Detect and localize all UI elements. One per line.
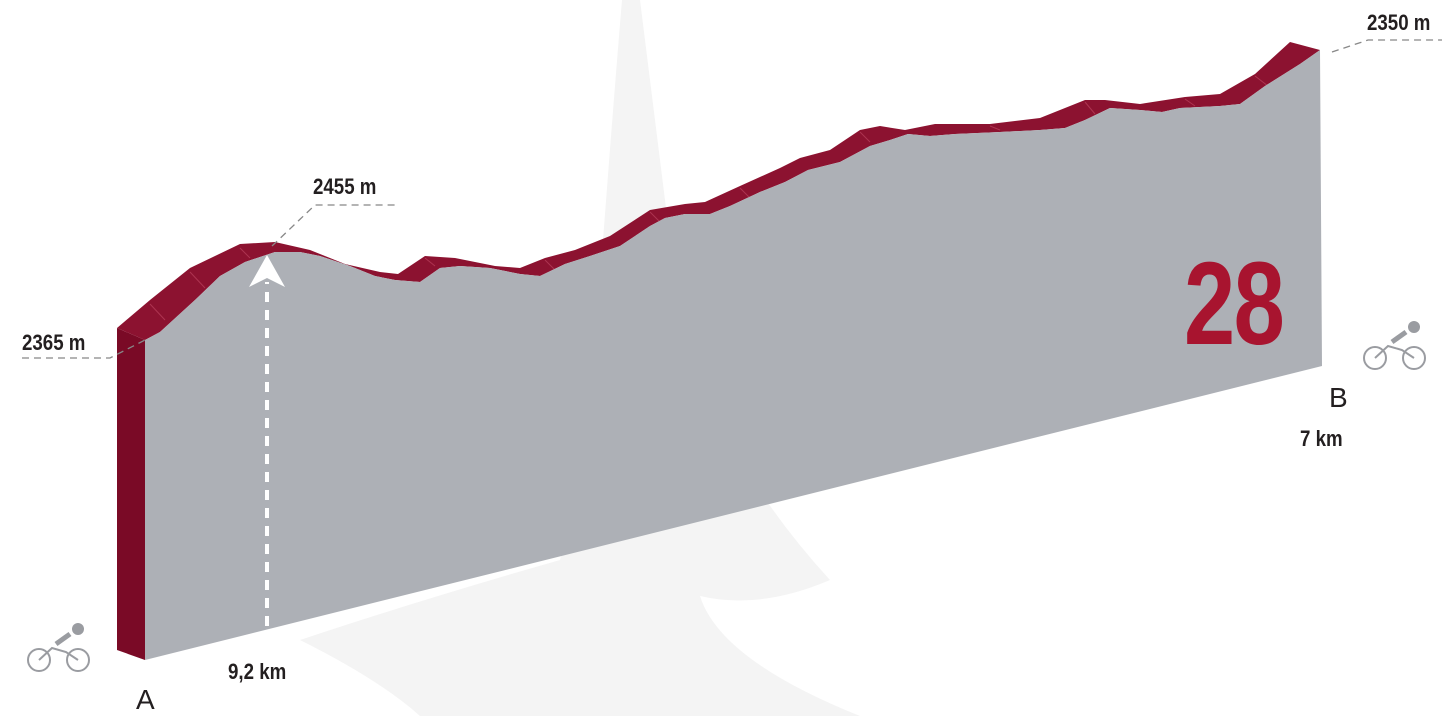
watermark-shape bbox=[300, 0, 860, 716]
profile-wall bbox=[145, 50, 1322, 660]
summit-distance-arrow bbox=[249, 255, 285, 626]
start-altitude-label: 2365 m bbox=[22, 330, 86, 355]
end-point-label: B bbox=[1329, 382, 1348, 413]
summit-arrow-head bbox=[249, 255, 285, 287]
leader-lines bbox=[22, 39, 1442, 359]
end-altitude-leader bbox=[1331, 39, 1442, 53]
start-altitude-leader bbox=[22, 339, 146, 359]
summit-distance-label: 9,2 km bbox=[228, 659, 287, 684]
route-number: 28 bbox=[1184, 238, 1285, 370]
summit-altitude-label: 2455 m bbox=[313, 174, 377, 199]
profile-ridge bbox=[117, 42, 1320, 340]
end-distance-label: 7 km bbox=[1300, 426, 1343, 451]
profile-side-face bbox=[117, 328, 145, 660]
end-altitude-label: 2350 m bbox=[1367, 10, 1431, 35]
start-point-label: A bbox=[136, 684, 155, 715]
cyclist-icon bbox=[27, 623, 90, 672]
summit-altitude-leader bbox=[271, 204, 395, 247]
cyclist-icon-end bbox=[1363, 321, 1426, 370]
